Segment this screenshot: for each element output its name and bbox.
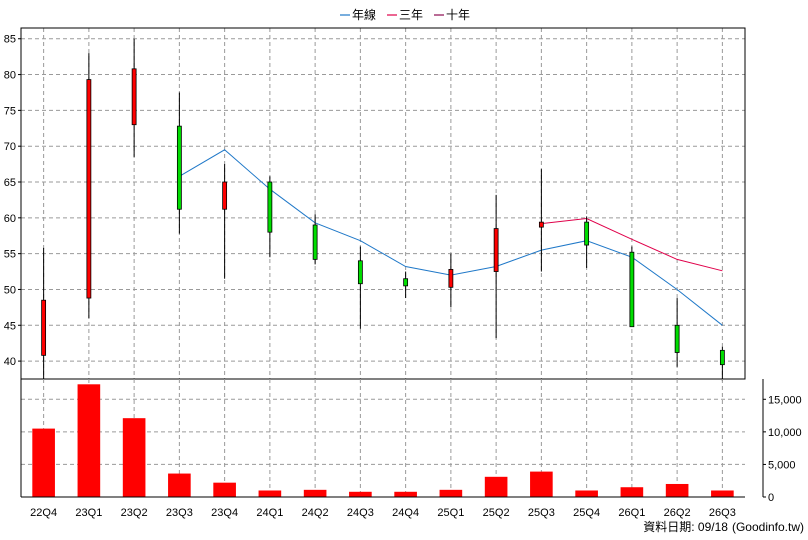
- legend-label-annual: 年線: [352, 7, 376, 22]
- candle-body: [493, 228, 499, 272]
- price-panel: 40 45 50 55 60 65 70 75 80 85: [4, 27, 746, 382]
- volume-tick-label: 15,000: [768, 394, 802, 406]
- volume-tick-label: 10,000: [768, 427, 802, 439]
- x-tick-label: 22Q4: [30, 507, 57, 519]
- footer-date-label: 資料日期: 09/18: [643, 520, 728, 534]
- volume-bar: [394, 491, 417, 497]
- x-axis-labels: 22Q4 23Q1 23Q2 23Q3 23Q4 24Q1 24Q2 24Q3 24Q4 25Q1…: [30, 507, 736, 519]
- x-tick-label: 26Q1: [618, 507, 645, 519]
- candle-body: [222, 181, 228, 210]
- price-tick-label: 70: [4, 141, 16, 153]
- volume-bar: [349, 491, 372, 497]
- legend-label-three-year: 三年: [399, 8, 423, 22]
- price-tick-label: 45: [4, 320, 16, 332]
- x-tick-label: 24Q4: [392, 507, 419, 519]
- x-tick-label: 23Q1: [75, 507, 102, 519]
- price-tick-label: 65: [4, 177, 16, 189]
- volume-bar: [665, 483, 689, 497]
- legend: 年線 三年 十年: [340, 7, 470, 22]
- x-tick-label: 26Q2: [664, 507, 691, 519]
- candle-body: [176, 125, 182, 210]
- legend-label-ten-year: 十年: [446, 8, 470, 22]
- candle-body: [312, 224, 318, 260]
- candle-body: [403, 278, 409, 287]
- x-tick-label: 25Q1: [437, 507, 464, 519]
- volume-bar: [575, 490, 598, 497]
- footer-source: (Goodinfo.tw): [732, 520, 804, 534]
- price-tick-label: 50: [4, 284, 16, 296]
- candle-body: [86, 79, 92, 299]
- price-tick-label: 80: [4, 70, 16, 82]
- volume-bar: [484, 476, 508, 497]
- candle-body: [584, 221, 590, 246]
- volume-bar: [303, 489, 327, 497]
- x-tick-label: 25Q4: [573, 507, 600, 519]
- candle-body: [719, 349, 725, 366]
- ma-line: [541, 217, 723, 272]
- candlesticks: [41, 38, 725, 382]
- x-tick-label: 23Q4: [211, 507, 238, 519]
- candle-body: [41, 299, 47, 356]
- x-tick-label: 25Q2: [483, 507, 510, 519]
- volume-bar: [77, 384, 101, 497]
- volume-bar: [530, 471, 553, 497]
- x-tick-label: 25Q3: [528, 507, 555, 519]
- volume-bar: [213, 482, 236, 497]
- candle-body: [448, 269, 454, 288]
- x-tick-label: 23Q3: [166, 507, 193, 519]
- candle-body: [357, 260, 363, 285]
- volume-bars: [32, 384, 734, 497]
- volume-bar: [122, 418, 146, 497]
- price-tick-label: 40: [4, 356, 16, 368]
- x-tick-label: 24Q1: [256, 507, 283, 519]
- volume-bar: [439, 489, 463, 497]
- candle-body: [629, 251, 635, 328]
- price-tick-label: 85: [4, 34, 16, 46]
- x-tick-label: 26Q3: [709, 507, 736, 519]
- volume-bar: [620, 487, 644, 497]
- volume-bar: [258, 490, 282, 497]
- volume-bar: [711, 490, 734, 497]
- volume-bar: [32, 428, 55, 497]
- x-tick-label: 23Q2: [121, 507, 148, 519]
- candle-body: [267, 181, 273, 233]
- footer-date: 資料日期: 09/18 (Goodinfo.tw): [643, 520, 804, 534]
- x-tick-label: 24Q2: [302, 507, 329, 519]
- price-panel-border: [20, 27, 746, 380]
- candle-body: [538, 221, 544, 228]
- price-axis-ticks: 40 45 50 55 60 65 70 75 80 85: [4, 34, 21, 368]
- candle-body: [674, 324, 680, 353]
- volume-tick-label: 5,000: [768, 459, 796, 471]
- candle-body: [131, 68, 137, 126]
- x-tick-label: 24Q3: [347, 507, 374, 519]
- volume-bar: [168, 473, 191, 497]
- volume-panel: 0 5,000 10,000 15,000: [20, 379, 802, 504]
- price-tick-label: 60: [4, 213, 16, 225]
- price-tick-label: 55: [4, 249, 16, 261]
- price-tick-label: 75: [4, 105, 16, 117]
- volume-tick-label: 0: [768, 492, 774, 504]
